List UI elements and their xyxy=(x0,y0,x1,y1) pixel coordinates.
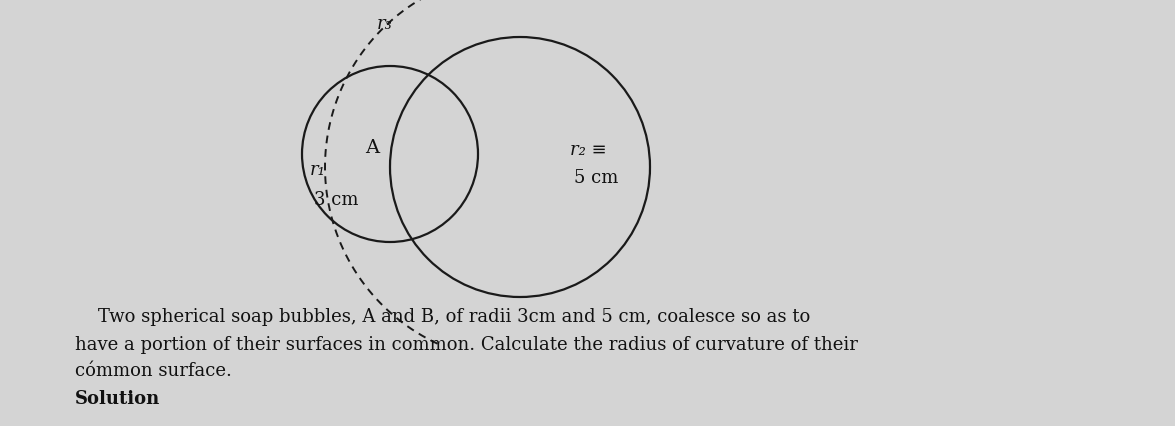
Text: A: A xyxy=(365,139,380,157)
Text: have a portion of their surfaces in common. Calculate the radius of curvature of: have a portion of their surfaces in comm… xyxy=(75,335,858,353)
Text: r₂ ≡: r₂ ≡ xyxy=(570,141,606,158)
Text: 5 cm: 5 cm xyxy=(575,169,618,187)
Text: cómmon surface.: cómmon surface. xyxy=(75,361,231,379)
Text: Solution: Solution xyxy=(75,389,160,407)
Text: Two spherical soap bubbles, A and B, of radii 3cm and 5 cm, coalesce so as to: Two spherical soap bubbles, A and B, of … xyxy=(75,307,811,325)
Text: r₁: r₁ xyxy=(310,161,325,178)
Text: r₃: r₃ xyxy=(377,15,392,33)
Text: 3 cm: 3 cm xyxy=(314,190,358,208)
